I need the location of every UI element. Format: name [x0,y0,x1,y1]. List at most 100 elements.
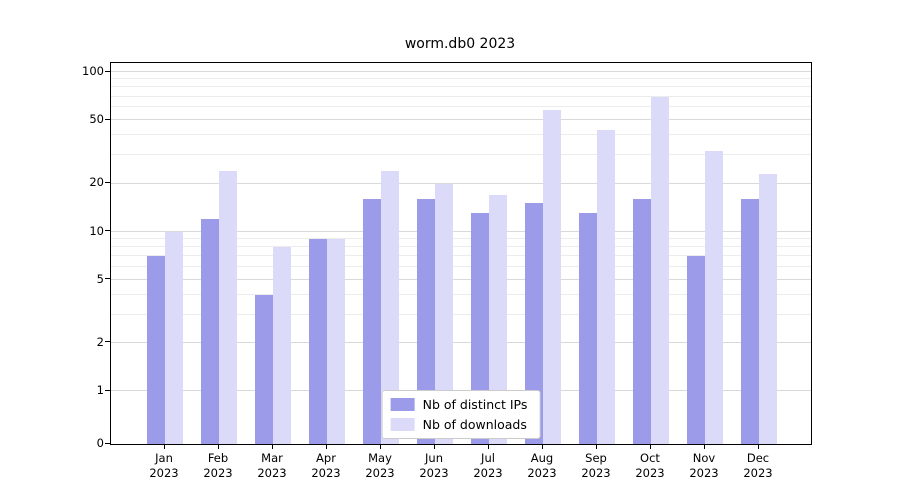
x-tick-year: 2023 [743,466,773,480]
bar-downloads-may [381,170,399,444]
x-tick-mark-jul [487,444,489,449]
y-tick-mark-20 [105,181,110,183]
x-tick-month: Mar [261,451,283,465]
legend-label-distinct-ips: Nb of distinct IPs [422,397,528,412]
x-tick-mark-jan [163,444,165,449]
x-tick-label-aug: Aug 2023 [512,451,572,481]
bar-downloads-sep [597,130,615,444]
gridline-70 [111,95,811,97]
x-tick-label-dec: Dec 2023 [728,451,788,481]
x-tick-year: 2023 [149,466,179,480]
bar-distinct-ips-may [363,198,381,444]
y-tick-mark-50 [105,118,110,120]
x-tick-label-may: May 2023 [350,451,410,481]
gridline-60 [111,106,811,108]
x-tick-month: Jul [481,451,495,465]
gridline-10 [111,230,811,232]
x-tick-label-oct: Oct 2023 [620,451,680,481]
gridline-2 [111,342,811,343]
x-tick-month: Sep [585,451,607,465]
x-tick-year: 2023 [311,466,341,480]
x-tick-mark-oct [649,444,651,449]
y-tick-label-2: 2 [96,334,104,349]
x-tick-label-apr: Apr 2023 [296,451,356,481]
x-tick-mark-dec [757,444,759,449]
x-tick-label-mar: Mar 2023 [242,451,302,481]
x-tick-year: 2023 [203,466,233,480]
bar-distinct-ips-oct [633,198,651,444]
y-tick-mark-1 [105,389,110,391]
x-tick-month: Jun [425,451,443,465]
legend-swatch-distinct-ips [390,398,415,411]
bar-downloads-feb [219,170,237,444]
legend: Nb of distinct IPs Nb of downloads [381,390,541,439]
gridline-9 [111,237,811,239]
gridline-3 [111,313,811,315]
gridline-30 [111,154,811,156]
x-tick-mark-sep [595,444,597,449]
x-tick-month: Aug [530,451,554,465]
bar-downloads-nov [705,150,723,444]
bar-distinct-ips-aug [525,203,543,444]
y-tick-mark-100 [105,70,110,72]
bar-distinct-ips-dec [741,198,759,444]
x-tick-label-nov: Nov 2023 [674,451,734,481]
bar-distinct-ips-jul [471,213,489,444]
y-tick-label-20: 20 [89,175,104,190]
gridline-50 [111,119,811,121]
x-tick-month: Nov [692,451,716,465]
x-tick-month: Feb [207,451,229,465]
bar-distinct-ips-mar [255,294,273,444]
bar-downloads-jun [435,183,453,444]
x-tick-year: 2023 [257,466,287,480]
bar-downloads-oct [651,96,669,444]
x-tick-year: 2023 [635,466,665,480]
x-tick-month: May [368,451,392,465]
bar-distinct-ips-nov [687,256,705,444]
plot-area: Nb of distinct IPs Nb of downloads [110,62,812,445]
legend-item-distinct-ips: Nb of distinct IPs [390,397,528,412]
bar-distinct-ips-sep [579,213,597,444]
chart-title: worm.db0 2023 [404,36,516,52]
x-tick-mark-aug [541,444,543,449]
gridline-90 [111,78,811,80]
x-tick-label-jul: Jul 2023 [458,451,518,481]
gridline-4 [111,293,811,295]
x-tick-year: 2023 [581,466,611,480]
gridline-20 [111,182,811,184]
bar-downloads-jul [489,194,507,444]
x-tick-year: 2023 [689,466,719,480]
legend-label-downloads: Nb of downloads [422,417,527,432]
bar-downloads-mar [273,246,291,444]
x-tick-year: 2023 [365,466,395,480]
y-tick-label-1: 1 [96,383,104,397]
x-tick-month: Jan [155,451,173,465]
gridline-7 [111,255,811,257]
y-tick-mark-10 [105,230,110,231]
gridline-100 [111,71,811,72]
x-tick-mark-nov [703,444,705,449]
x-tick-mark-may [379,444,381,449]
bar-downloads-jan [165,231,183,444]
y-tick-label-100: 100 [82,64,104,78]
gridline-5 [111,278,811,280]
bar-distinct-ips-jan [147,256,165,444]
y-tick-label-50: 50 [89,112,104,126]
bar-downloads-aug [543,109,561,444]
y-tick-label-10: 10 [89,223,104,238]
legend-item-downloads: Nb of downloads [390,417,528,432]
y-tick-mark-5 [105,278,110,279]
bar-distinct-ips-jun [417,198,435,444]
x-tick-mark-jun [433,444,435,449]
y-tick-mark-0 [105,442,110,444]
x-tick-month: Oct [640,451,660,465]
x-tick-label-sep: Sep 2023 [566,451,626,481]
legend-swatch-downloads [390,418,415,431]
x-tick-year: 2023 [419,466,449,480]
x-tick-mark-apr [325,444,327,449]
y-tick-label-5: 5 [96,271,104,286]
gridline-40 [111,134,811,136]
x-tick-mark-feb [217,444,219,449]
y-tick-label-0: 0 [96,436,104,450]
